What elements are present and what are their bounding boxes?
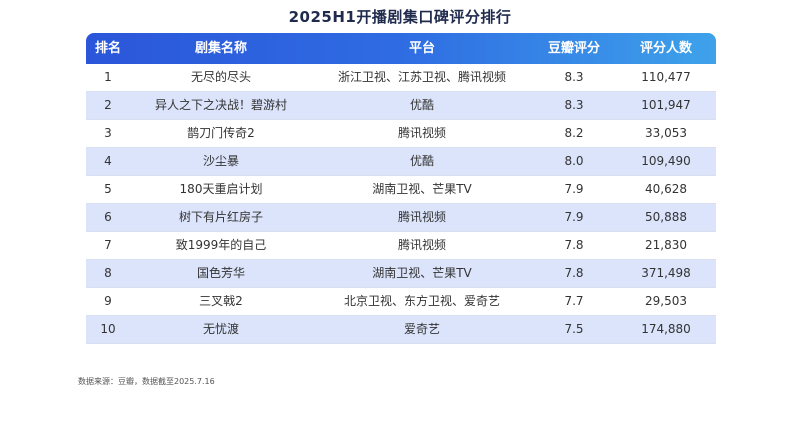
table-row: 8 国色芳华 湖南卫视、芒果TV 7.8 371,498: [86, 260, 716, 288]
cell-name: 180天重启计划: [179, 182, 263, 196]
ranking-table: 排名 剧集名称 平台 豆瓣评分 评分人数 1 无尽的尽头 浙江卫视、江苏卫视、腾讯视…: [86, 33, 716, 344]
cell-rank: 5: [104, 182, 112, 196]
cell-rank: 2: [104, 98, 112, 112]
cell-platform: 优酷: [409, 154, 434, 168]
table-row: 2 异人之下之决战！碧游村 优酷 8.3 101,947: [86, 92, 716, 120]
cell-name: 国色芳华: [196, 266, 245, 280]
cell-platform: 湖南卫视、芒果TV: [372, 266, 472, 280]
cell-count: 50,888: [645, 210, 687, 224]
page-title: 2025H1开播剧集口碑评分排行: [288, 8, 512, 26]
cell-rank: 7: [104, 238, 112, 252]
cell-platform: 腾讯视频: [397, 126, 446, 140]
cell-platform: 爱奇艺: [403, 322, 440, 336]
table-row: 10 无忧渡 爱奇艺 7.5 174,880: [86, 316, 716, 344]
cell-score: 8.2: [564, 126, 584, 140]
cell-name: 无尽的尽头: [190, 70, 251, 84]
cell-score: 7.7: [564, 294, 584, 308]
table-row: 9 三叉戟2 北京卫视、东方卫视、爱奇艺 7.7 29,503: [86, 288, 716, 316]
table-row: 3 鹊刀门传奇2 腾讯视频 8.2 33,053: [86, 120, 716, 148]
cell-platform: 浙江卫视、江苏卫视、腾讯视频: [337, 70, 506, 84]
header-count: 评分人数: [639, 41, 692, 56]
cell-score: 7.5: [564, 322, 584, 336]
cell-score: 8.3: [564, 98, 584, 112]
header-name: 剧集名称: [194, 41, 247, 56]
cell-score: 7.9: [564, 182, 584, 196]
cell-platform: 湖南卫视、芒果TV: [372, 182, 472, 196]
cell-name: 三叉戟2: [199, 294, 243, 308]
footnote: 数据来源：豆瓣，数据截至2025.7.16: [78, 377, 215, 386]
cell-count: 33,053: [645, 126, 687, 140]
cell-count: 174,880: [641, 322, 691, 336]
table-row: 1 无尽的尽头 浙江卫视、江苏卫视、腾讯视频 8.3 110,477: [86, 64, 716, 92]
table-row: 4 沙尘暴 优酷 8.0 109,490: [86, 148, 716, 176]
cell-score: 8.3: [564, 70, 584, 84]
header-score: 豆瓣评分: [547, 41, 600, 56]
table-header: 排名 剧集名称 平台 豆瓣评分 评分人数: [86, 33, 716, 64]
cell-name: 异人之下之决战！碧游村: [154, 98, 287, 112]
cell-platform: 腾讯视频: [397, 238, 446, 252]
cell-count: 110,477: [641, 70, 691, 84]
cell-count: 29,503: [645, 294, 687, 308]
table-row: 7 致1999年的自己 腾讯视频 7.8 21,830: [86, 232, 716, 260]
cell-score: 7.9: [564, 210, 584, 224]
cell-count: 109,490: [641, 154, 691, 168]
cell-name: 沙尘暴: [202, 154, 239, 168]
cell-rank: 3: [104, 126, 112, 140]
cell-name: 致1999年的自己: [175, 238, 267, 252]
cell-count: 21,830: [645, 238, 687, 252]
cell-rank: 4: [104, 154, 112, 168]
table-row: 6 树下有片红房子 腾讯视频 7.9 50,888: [86, 204, 716, 232]
cell-score: 7.8: [564, 266, 584, 280]
header-rank: 排名: [94, 41, 121, 56]
header-platform: 平台: [408, 41, 435, 56]
table-body: 1 无尽的尽头 浙江卫视、江苏卫视、腾讯视频 8.3 110,477 2 异人之下之决战！碧…: [86, 64, 716, 344]
cell-name: 无忧渡: [202, 322, 239, 336]
cell-score: 7.8: [564, 238, 584, 252]
cell-platform: 腾讯视频: [397, 210, 446, 224]
cell-count: 101,947: [641, 98, 691, 112]
cell-count: 40,628: [645, 182, 687, 196]
cell-rank: 9: [104, 294, 112, 308]
cell-name: 鹊刀门传奇2: [187, 126, 255, 140]
cell-count: 371,498: [641, 266, 691, 280]
cell-platform: 优酷: [409, 98, 434, 112]
cell-rank: 10: [100, 322, 116, 336]
cell-platform: 北京卫视、东方卫视、爱奇艺: [343, 294, 500, 308]
cell-rank: 6: [104, 210, 112, 224]
table-row: 5 180天重启计划 湖南卫视、芒果TV 7.9 40,628: [86, 176, 716, 204]
cell-rank: 8: [104, 266, 112, 280]
cell-name: 树下有片红房子: [178, 210, 263, 224]
cell-score: 8.0: [564, 154, 584, 168]
cell-rank: 1: [104, 70, 112, 84]
